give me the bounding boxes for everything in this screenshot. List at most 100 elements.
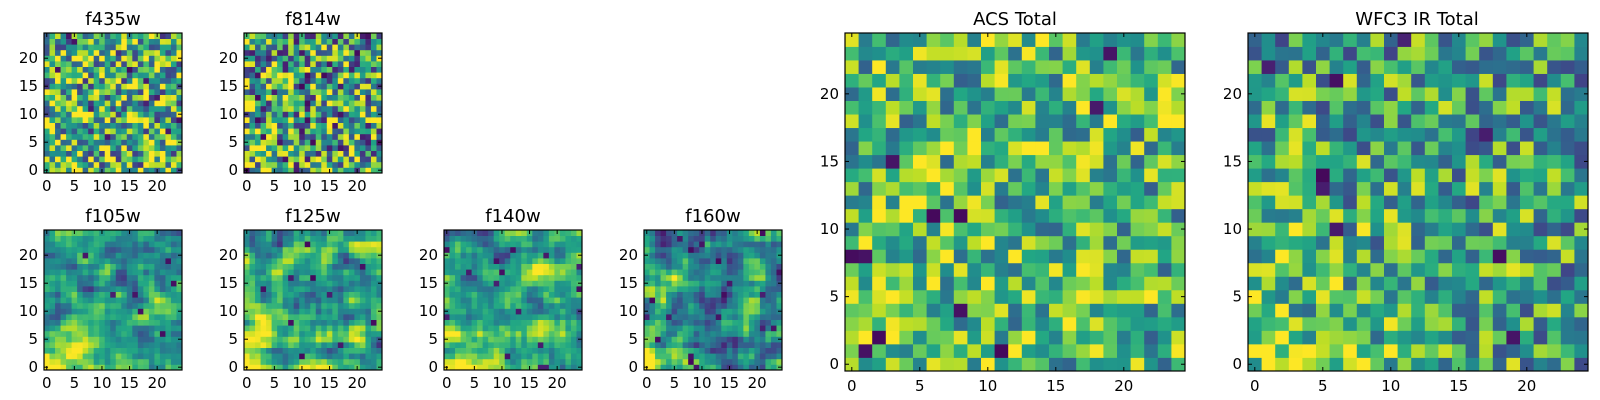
heatmap-cell	[348, 105, 355, 112]
heatmap-cell	[554, 302, 561, 309]
heatmap-cell	[244, 61, 250, 67]
heatmap-cell	[704, 246, 711, 253]
heatmap-cell	[148, 122, 155, 129]
heatmap-cell	[671, 319, 678, 326]
heatmap-cell	[1275, 181, 1290, 196]
heatmap-cell	[521, 308, 528, 315]
heatmap-cell	[365, 280, 372, 287]
heatmap-cell	[994, 343, 1009, 358]
heatmap-cell	[743, 336, 750, 343]
heatmap-cell	[1397, 222, 1412, 237]
heatmap-cell	[655, 336, 661, 343]
heatmap-cell	[282, 230, 289, 236]
heatmap-cell	[460, 258, 467, 264]
heatmap-cell	[282, 33, 289, 39]
heatmap-cell	[1329, 181, 1344, 196]
heatmap-cell	[554, 269, 561, 276]
heatmap-cell	[493, 314, 500, 320]
heatmap-cell	[93, 263, 100, 270]
heatmap-cell	[343, 297, 350, 304]
heatmap-cell	[1329, 208, 1344, 223]
heatmap-cell	[77, 258, 84, 264]
heatmap-cell	[99, 100, 106, 107]
heatmap-cell	[165, 364, 172, 371]
heatmap-cell	[1144, 357, 1159, 372]
heatmap-cell	[559, 302, 566, 309]
heatmap-cell	[704, 291, 711, 298]
heatmap-cell	[737, 269, 744, 276]
heatmap-cell	[1288, 222, 1303, 237]
heatmap-cell	[148, 241, 155, 248]
heatmap-cell	[1103, 127, 1118, 142]
heatmap-cell	[55, 342, 61, 348]
heatmap-cell	[148, 291, 155, 298]
heatmap-cell	[365, 291, 372, 298]
heatmap-cell	[176, 297, 183, 304]
heatmap-cell	[365, 150, 372, 157]
heatmap-cell	[1076, 181, 1091, 196]
heatmap-cell	[148, 274, 155, 281]
heatmap-cell	[326, 111, 333, 118]
heatmap-cell	[1316, 330, 1330, 345]
heatmap-cell	[359, 280, 366, 287]
heatmap-cell	[671, 314, 678, 320]
heatmap-cell	[1547, 357, 1562, 372]
heatmap-cell	[60, 77, 67, 84]
heatmap-cell	[165, 122, 172, 129]
heatmap-cell	[332, 291, 339, 298]
heatmap-cell	[449, 241, 456, 248]
heatmap-cell	[1008, 87, 1023, 101]
heatmap-cell	[82, 230, 89, 236]
heatmap-cell	[748, 258, 755, 264]
heatmap-cell	[471, 274, 478, 281]
heatmap-cell	[504, 246, 511, 253]
heatmap-cell	[82, 72, 89, 79]
heatmap-cell	[510, 291, 517, 298]
heatmap-cell	[913, 276, 927, 291]
heatmap-cell	[726, 314, 733, 320]
heatmap-cell	[44, 269, 50, 276]
heatmap-cell	[1021, 330, 1036, 345]
heatmap-cell	[277, 55, 284, 62]
heatmap-cell	[1397, 208, 1412, 223]
heatmap-cell	[359, 353, 366, 360]
heatmap-cell	[953, 168, 968, 183]
heatmap-cell	[543, 319, 550, 326]
heatmap-cell	[304, 167, 311, 174]
heatmap-cell	[699, 347, 706, 354]
heatmap-cell	[49, 241, 56, 248]
heatmap-cell	[1021, 73, 1036, 88]
heatmap-cell	[1248, 195, 1262, 210]
heatmap-cell	[82, 55, 89, 62]
heatmap-cell	[82, 83, 89, 90]
heatmap-cell	[444, 258, 450, 264]
heatmap-cell	[271, 286, 278, 292]
heatmap-cell	[477, 308, 484, 315]
heatmap-cell	[967, 100, 982, 115]
heatmap-cell	[570, 336, 577, 343]
heatmap-cell	[1288, 316, 1303, 331]
heatmap-cell	[315, 77, 322, 84]
heatmap-cell	[455, 263, 461, 270]
heatmap-cell	[55, 330, 61, 337]
heatmap-cell	[304, 291, 311, 298]
heatmap-cell	[488, 274, 495, 281]
heatmap-cell	[115, 364, 122, 371]
heatmap-cell	[726, 263, 733, 270]
heatmap-cell	[365, 105, 372, 112]
heatmap-cell	[143, 342, 150, 348]
heatmap-cell	[293, 252, 300, 259]
heatmap-cell	[699, 302, 706, 309]
heatmap-cell	[493, 353, 500, 360]
heatmap-cell	[99, 122, 106, 129]
heatmap-cell	[255, 258, 261, 264]
heatmap-cell	[60, 122, 67, 129]
heatmap-cell	[1533, 289, 1548, 304]
heatmap-cell	[271, 325, 278, 332]
heatmap-cell	[304, 269, 311, 276]
heatmap-cell	[315, 336, 322, 343]
heatmap-cell	[493, 319, 500, 326]
heatmap-cell	[310, 100, 317, 107]
heatmap-cell	[748, 286, 755, 292]
